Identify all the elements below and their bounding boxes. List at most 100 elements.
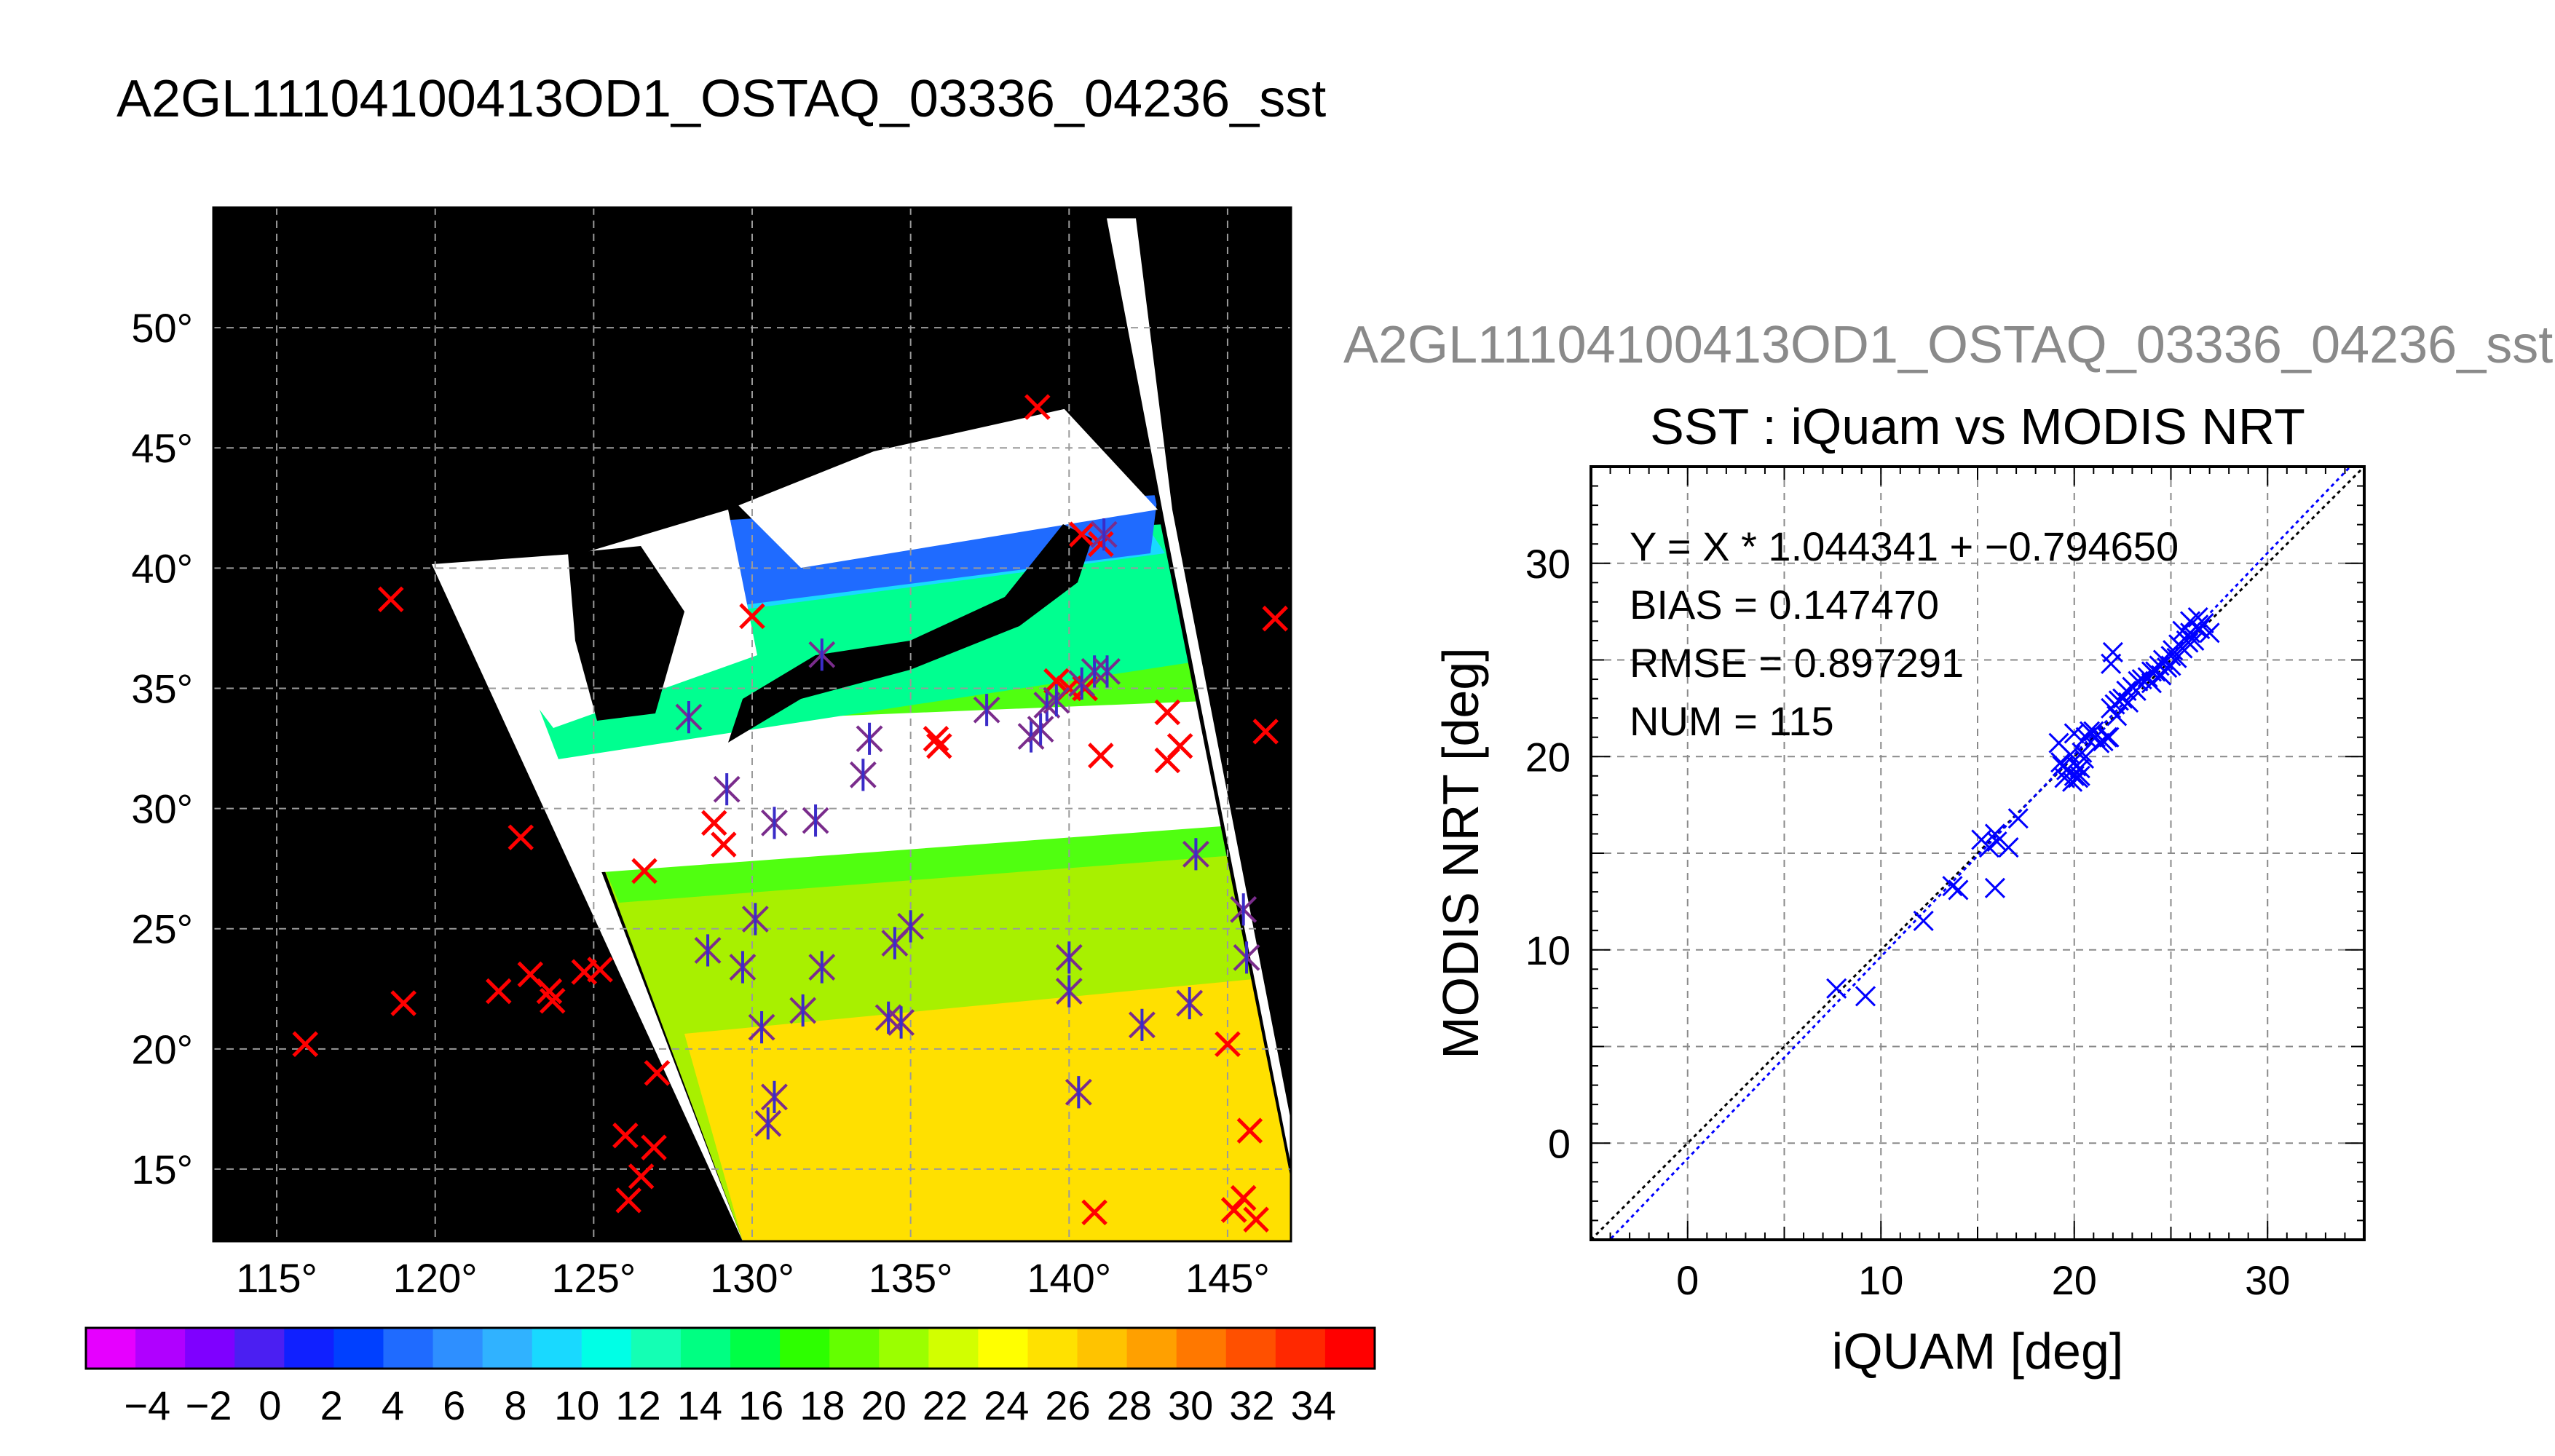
map-marker-x	[631, 858, 657, 885]
map-grid	[213, 207, 1291, 1241]
colorbar-tick-label: 12	[615, 1382, 660, 1428]
scatter-marker-x	[2141, 661, 2163, 682]
map-marker-x	[1154, 699, 1181, 726]
map-marker-star	[897, 910, 925, 943]
colorbar-cell	[1275, 1328, 1326, 1369]
page-title: A2GL11104100413OD1_OSTAQ_03336_04236_sst	[117, 70, 1326, 128]
map-y-tick-label: 25°	[131, 906, 193, 952]
scatter-frame	[1590, 465, 2366, 1241]
colorbar-cell	[879, 1328, 930, 1369]
map-marker-star	[1182, 838, 1209, 871]
colorbar-cell	[1176, 1328, 1227, 1369]
annotation-rmse: RMSE = 0.897291	[1630, 640, 1964, 686]
scatter-title: SST : iQuam vs MODIS NRT	[1650, 398, 2305, 455]
colorbar-cell	[928, 1328, 979, 1369]
land-korea	[568, 546, 684, 721]
map-marker-x	[390, 990, 416, 1016]
scatter-y-tick-label: 0	[1548, 1120, 1571, 1166]
scatter-x-label: iQUAM [deg]	[1832, 1323, 2124, 1380]
map-marker-star	[741, 903, 769, 935]
scatter-markers	[1826, 607, 2220, 1007]
map-marker-star	[789, 994, 817, 1027]
map-marker-star	[856, 722, 883, 755]
colorbar-cell	[730, 1328, 781, 1369]
map-y-tick-label: 45°	[131, 425, 193, 471]
colorbar-cell	[433, 1328, 483, 1369]
map-marker-star	[802, 804, 829, 837]
colorbar-cell	[86, 1328, 137, 1369]
scatter-marker-x	[1986, 831, 2007, 852]
scatter-marker-x	[2160, 655, 2181, 676]
map-marker-x	[1068, 521, 1095, 547]
map-x-tick-label: 140°	[1027, 1255, 1111, 1301]
colorbar-frame	[84, 1326, 1376, 1370]
map-marker-star	[1055, 941, 1083, 974]
scatter-marker-x	[2069, 765, 2090, 786]
annotation-num: NUM = 115	[1630, 698, 1834, 744]
map-marker-x	[1243, 1206, 1269, 1233]
colorbar-tick-label: 14	[677, 1382, 722, 1428]
map-x-tick-label: 125°	[551, 1255, 636, 1301]
map-marker-star	[1055, 975, 1083, 1008]
map-marker-x	[539, 987, 566, 1014]
colorbar-cell	[185, 1328, 236, 1369]
colorbar-tick-label: 28	[1107, 1382, 1152, 1428]
map-marker-x	[641, 1134, 667, 1160]
map-marker-star	[675, 700, 703, 734]
colorbar-cell	[1077, 1328, 1128, 1369]
map-marker-x	[1252, 719, 1279, 745]
swath-east-strip	[1107, 218, 1291, 1165]
map-marker-star	[849, 759, 877, 791]
map-y-tick-label: 30°	[131, 786, 193, 832]
swath-tropic-yellow	[684, 976, 1291, 1241]
map-marker-x	[536, 978, 563, 1005]
map-marker-x	[628, 1163, 655, 1190]
scatter-marker-x	[1948, 879, 1969, 901]
colorbar-tick-label: 18	[799, 1382, 845, 1428]
colorbar: −4 −2 0 2 4 6 8 10 12 14 16 18 20 22 24 26 28 30 32 34	[84, 1326, 1376, 1428]
colorbar-tick-label: 2	[320, 1382, 343, 1428]
scatter-marker-x	[1826, 978, 1847, 999]
scatter-marker-x	[2179, 611, 2201, 632]
map-marker-x	[923, 726, 949, 752]
map-marker-star	[973, 694, 1000, 727]
map-panel: 115° 120° 125° 130° 135° 140° 145° 15° 20° 25° 30°…	[131, 206, 1292, 1301]
scatter-marker-x	[2199, 622, 2220, 644]
colorbar-cell	[581, 1328, 632, 1369]
scatter-y-tick-label: 20	[1525, 734, 1571, 780]
map-marker-x	[1088, 531, 1114, 558]
map-marker-star	[808, 638, 836, 671]
map-marker-star	[1065, 1076, 1092, 1109]
colorbar-cell	[631, 1328, 682, 1369]
scatter-marker-x	[1913, 910, 1934, 931]
map-marker-x	[1024, 394, 1051, 420]
map-marker-x	[926, 732, 952, 759]
map-marker-star	[694, 934, 722, 967]
scatter-lines	[1591, 467, 2364, 1240]
map-x-tick-label: 115°	[236, 1255, 317, 1301]
map-marker-star	[713, 773, 741, 806]
map-marker-x	[711, 831, 737, 858]
map-marker-star	[1094, 655, 1121, 688]
colorbar-tick-label: 8	[504, 1382, 526, 1428]
colorbar-cell	[135, 1328, 186, 1369]
colorbar-cell	[780, 1328, 831, 1369]
colorbar-cell	[532, 1328, 583, 1369]
outside-swath-west	[213, 564, 743, 1241]
colorbar-tick-label: 30	[1168, 1382, 1213, 1428]
map-marker-x	[1081, 1199, 1107, 1226]
scatter-marker-x	[1855, 986, 1876, 1007]
colorbar-cell	[482, 1328, 533, 1369]
scatter-marker-x	[2102, 641, 2123, 662]
colorbar-cell	[383, 1328, 434, 1369]
scatter-panel: SST : iQuam vs MODIS NRT 0 10 20 300102030 …	[1432, 398, 2366, 1380]
colorbar-tick-label: 20	[861, 1382, 907, 1428]
colorbar-cell	[1324, 1328, 1375, 1369]
map-marker-star	[1027, 713, 1054, 745]
annotation-fit: Y = X * 1.044341 + −0.794650	[1630, 523, 2179, 569]
scatter-marker-x	[2098, 727, 2120, 748]
colorbar-cell	[1027, 1328, 1078, 1369]
colorbar-tick-label: 24	[984, 1382, 1029, 1428]
scatter-tick-labels: 0 10 20 30 0 10 20 30	[1525, 541, 2291, 1303]
scatter-annotations: Y = X * 1.044341 + −0.794650 BIAS = 0.14…	[1630, 523, 2179, 744]
